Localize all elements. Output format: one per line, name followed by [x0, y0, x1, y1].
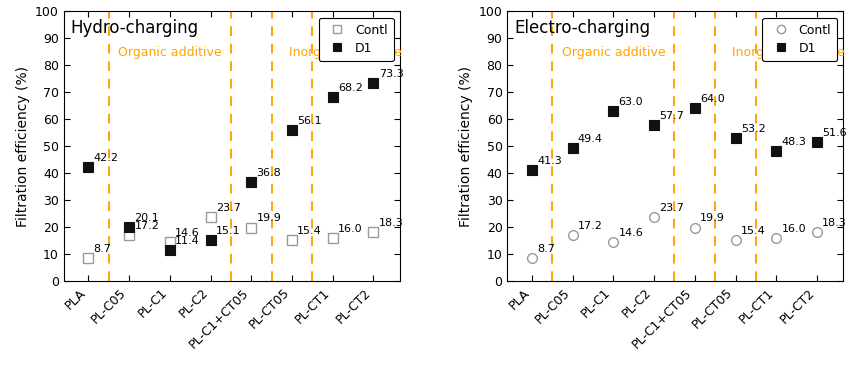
Text: 23.7: 23.7 — [216, 203, 241, 213]
Text: 64.0: 64.0 — [700, 94, 725, 104]
Text: Hydro-charging: Hydro-charging — [71, 20, 199, 38]
Text: Electro-charging: Electro-charging — [514, 20, 650, 38]
Text: 19.9: 19.9 — [700, 213, 725, 223]
Text: 17.2: 17.2 — [578, 221, 603, 231]
Text: 15.4: 15.4 — [297, 226, 322, 236]
Text: 49.4: 49.4 — [578, 134, 603, 144]
Text: 41.3: 41.3 — [538, 156, 562, 166]
Text: 16.0: 16.0 — [338, 224, 363, 234]
Text: 42.2: 42.2 — [94, 153, 118, 163]
Text: 63.0: 63.0 — [619, 97, 643, 107]
Text: 53.2: 53.2 — [741, 123, 766, 134]
Text: 8.7: 8.7 — [94, 244, 112, 254]
Text: 20.1: 20.1 — [135, 213, 159, 223]
Text: 19.9: 19.9 — [256, 213, 281, 223]
Text: 17.2: 17.2 — [135, 221, 159, 231]
Text: 18.3: 18.3 — [822, 218, 847, 228]
Text: 14.6: 14.6 — [176, 228, 200, 238]
Text: Inorganic additive: Inorganic additive — [289, 46, 401, 59]
Text: 73.3: 73.3 — [379, 69, 404, 79]
Text: 51.6: 51.6 — [822, 128, 847, 138]
Text: 11.4: 11.4 — [176, 236, 200, 246]
Text: 8.7: 8.7 — [538, 244, 555, 254]
Text: 23.7: 23.7 — [659, 203, 684, 213]
Text: 16.0: 16.0 — [781, 224, 806, 234]
Text: 36.8: 36.8 — [256, 168, 281, 178]
Text: 68.2: 68.2 — [338, 83, 363, 93]
Text: 18.3: 18.3 — [379, 218, 404, 228]
Legend: Contl, D1: Contl, D1 — [762, 18, 838, 61]
Y-axis label: Filtration efficiency (%): Filtration efficiency (%) — [15, 66, 30, 227]
Text: Organic additive: Organic additive — [561, 46, 665, 59]
Text: 14.6: 14.6 — [619, 228, 643, 238]
Text: Inorganic additive: Inorganic additive — [732, 46, 845, 59]
Legend: Contl, D1: Contl, D1 — [319, 18, 394, 61]
Text: 15.4: 15.4 — [741, 226, 766, 236]
Text: 48.3: 48.3 — [781, 137, 807, 147]
Text: 56.1: 56.1 — [297, 116, 322, 126]
Y-axis label: Filtration efficiency (%): Filtration efficiency (%) — [459, 66, 473, 227]
Text: 57.7: 57.7 — [659, 111, 684, 122]
Text: 15.1: 15.1 — [216, 226, 240, 236]
Text: Organic additive: Organic additive — [118, 46, 222, 59]
